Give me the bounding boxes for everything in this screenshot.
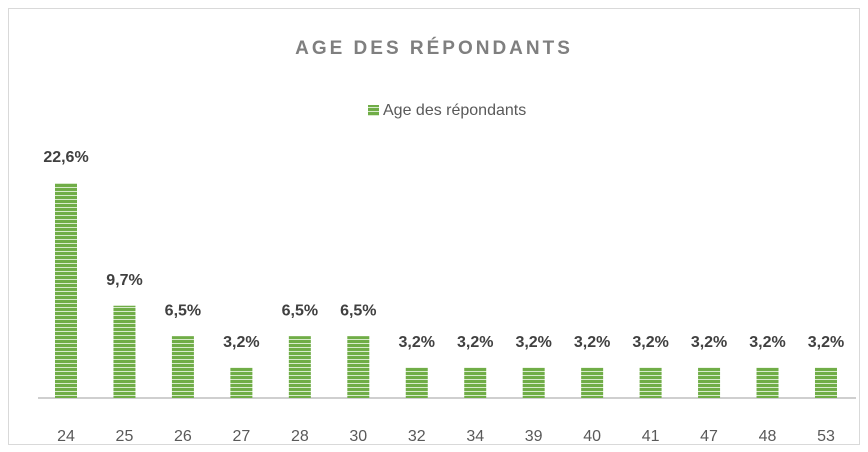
x-tick-label: 34	[466, 428, 484, 445]
bar	[639, 367, 662, 398]
bar	[171, 336, 194, 398]
bar	[55, 183, 77, 398]
data-label: 3,2%	[515, 334, 551, 351]
data-label: 3,2%	[457, 334, 493, 351]
chart-title: AGE DES RÉPONDANTS	[295, 37, 573, 59]
data-label: 3,2%	[399, 334, 435, 351]
x-tick-label: 32	[408, 428, 426, 445]
data-label: 3,2%	[808, 334, 844, 351]
bar	[756, 367, 779, 398]
legend-label: Age des répondants	[383, 102, 526, 119]
x-tick-label: 24	[57, 428, 75, 445]
data-label: 6,5%	[165, 302, 201, 319]
data-label: 3,2%	[691, 334, 727, 351]
x-tick-label: 53	[817, 428, 835, 445]
x-tick-label: 40	[583, 428, 601, 445]
bar	[288, 336, 311, 398]
x-tick-label: 27	[232, 428, 250, 445]
bar	[522, 367, 545, 398]
chart-border	[8, 8, 860, 445]
data-label: 9,7%	[106, 272, 142, 289]
bar	[113, 305, 136, 398]
bar	[814, 367, 837, 398]
data-label: 3,2%	[223, 334, 259, 351]
x-tick-label: 28	[291, 428, 309, 445]
data-label: 6,5%	[340, 302, 376, 319]
x-tick-label: 25	[116, 428, 134, 445]
x-tick-label: 39	[525, 428, 543, 445]
bar	[698, 367, 721, 398]
data-label: 3,2%	[574, 334, 610, 351]
data-label: 6,5%	[282, 302, 318, 319]
data-label: 3,2%	[632, 334, 668, 351]
x-tick-label: 30	[349, 428, 367, 445]
bar	[581, 367, 604, 398]
x-tick-label: 26	[174, 428, 192, 445]
data-label: 3,2%	[749, 334, 785, 351]
bar	[464, 367, 487, 398]
x-tick-label: 48	[759, 428, 777, 445]
bar	[405, 367, 428, 398]
bar	[230, 367, 253, 398]
legend-swatch	[368, 105, 379, 116]
data-label: 22,6%	[43, 149, 88, 166]
bar	[347, 336, 370, 398]
x-tick-label: 47	[700, 428, 718, 445]
x-tick-label: 41	[642, 428, 660, 445]
